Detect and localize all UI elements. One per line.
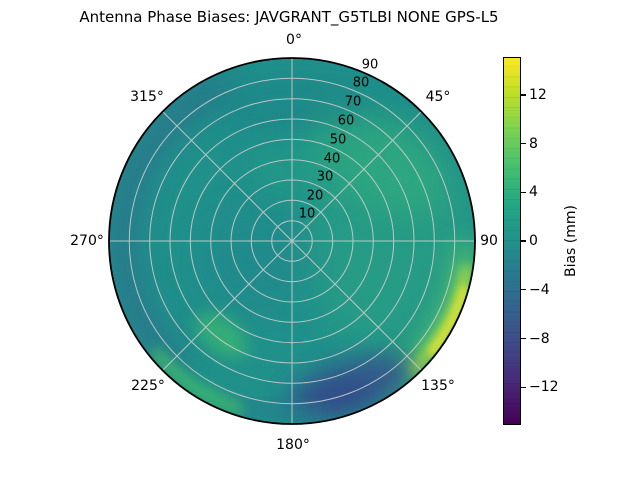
angular-tick-180: 180° <box>276 437 310 453</box>
radial-tick-60: 60 <box>337 113 355 129</box>
radial-tick-10: 10 <box>298 206 316 222</box>
radial-tick-50: 50 <box>329 132 347 148</box>
colorbar-axis-label: Bias (mm) <box>563 204 579 278</box>
colorbar-tick-mark <box>521 337 526 340</box>
colorbar-tick-12: 12 <box>529 87 547 103</box>
colorbar-tick-mark <box>521 142 526 145</box>
angular-tick-270: 270° <box>70 233 104 249</box>
colorbar-tick-neg4: −4 <box>529 281 550 298</box>
colorbar-tick-mark <box>521 94 526 96</box>
colorbar-tick-neg8: −8 <box>529 330 550 347</box>
radial-tick-40: 40 <box>323 151 341 167</box>
colorbar <box>503 57 521 425</box>
colorbar-tick-mark <box>521 289 526 291</box>
radial-tick-70: 70 <box>344 94 362 110</box>
colorbar-tick-0: 0 <box>529 233 538 249</box>
radial-tick-30: 30 <box>316 169 334 185</box>
colorbar-tick-4: 4 <box>529 184 538 201</box>
polar-grid <box>109 58 475 424</box>
colorbar-tick-neg12: −12 <box>529 379 559 396</box>
radial-tick-20: 20 <box>306 188 324 204</box>
chart-title: Antenna Phase Biases: JAVGRANT_G5TLBI NO… <box>79 8 499 26</box>
colorbar-tick-8: 8 <box>529 135 538 152</box>
radial-tick-80: 80 <box>352 75 370 91</box>
colorbar-tick-mark <box>521 240 526 242</box>
angular-tick-90: 90 <box>480 233 498 249</box>
radial-tick-90: 90 <box>361 57 379 73</box>
colorbar-tick-mark <box>521 191 526 193</box>
angular-tick-135: 135° <box>421 378 455 394</box>
angular-tick-315: 315° <box>130 89 164 105</box>
angular-tick-45: 45° <box>425 89 451 105</box>
polar-heatmap <box>108 57 476 425</box>
polar-outline <box>108 57 476 425</box>
colorbar-tick-mark <box>521 386 526 388</box>
angular-tick-0: 0° <box>286 32 302 48</box>
angular-tick-225: 225° <box>131 378 165 394</box>
